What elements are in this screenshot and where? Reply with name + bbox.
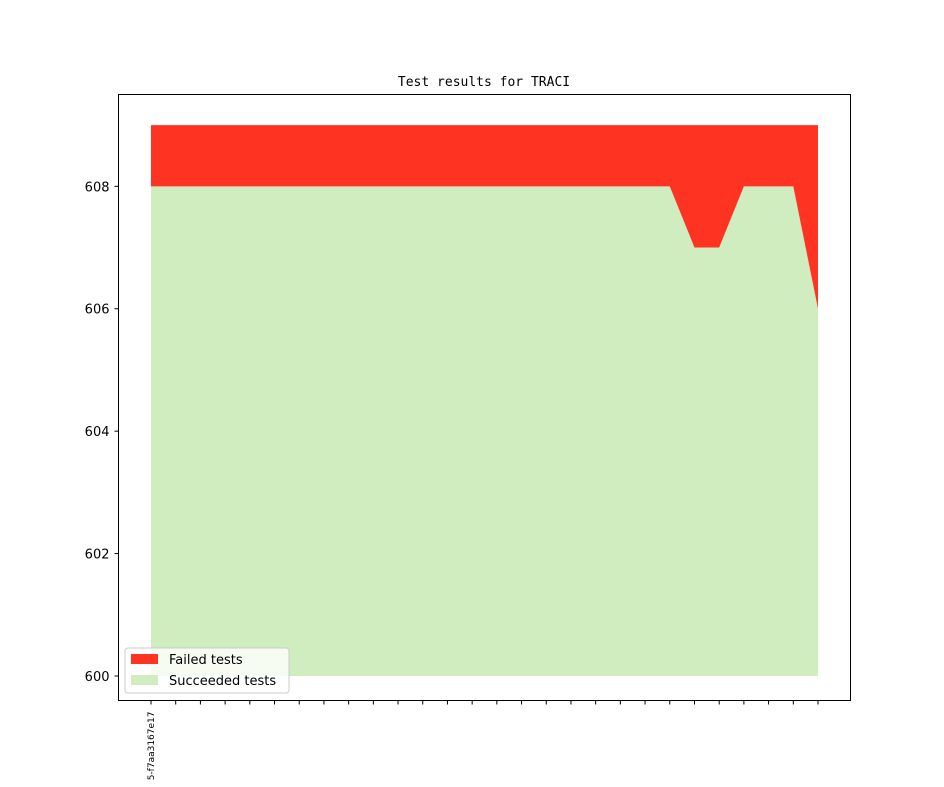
legend-label: Succeeded tests	[169, 674, 276, 689]
legend-swatch	[131, 675, 158, 685]
plot-area	[151, 125, 818, 677]
y-tick-label: 606	[85, 303, 110, 318]
chart-title: Test results for TRACI	[398, 75, 570, 90]
x-axis: 5-f7aa3167e17	[147, 700, 819, 781]
x-tick-label: 5-f7aa3167e17	[147, 712, 157, 781]
y-axis: 600 602 604 606 608	[85, 180, 119, 685]
legend: Failed tests Succeeded tests	[124, 647, 290, 694]
y-tick-label: 600	[85, 670, 110, 685]
series-area-failed	[151, 125, 818, 309]
legend-box	[124, 647, 290, 694]
series-area-succeeded	[151, 186, 818, 677]
legend-swatch	[131, 654, 158, 664]
legend-label: Failed tests	[169, 653, 243, 668]
y-tick-label: 604	[85, 425, 110, 440]
y-tick-label: 602	[85, 548, 110, 563]
y-tick-label: 608	[85, 180, 110, 195]
axes-frame	[118, 94, 851, 701]
